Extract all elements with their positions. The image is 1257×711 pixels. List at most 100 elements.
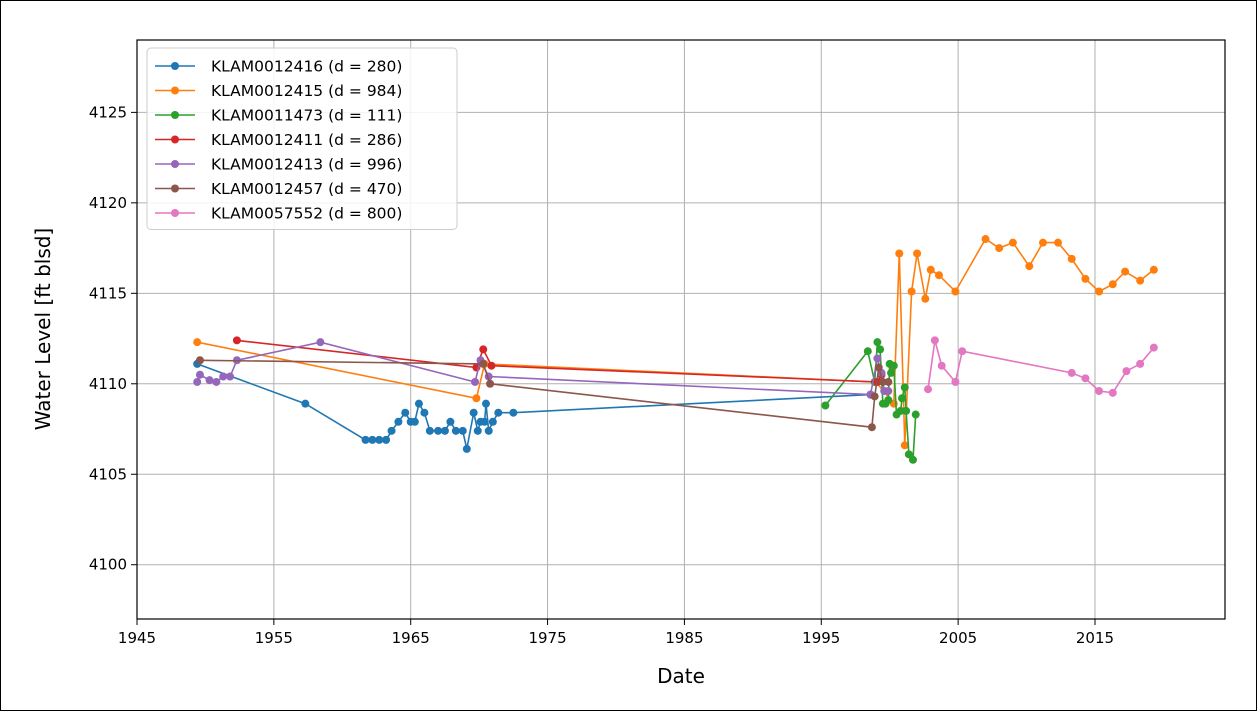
data-point xyxy=(494,408,503,417)
data-point xyxy=(887,368,896,377)
data-point xyxy=(382,435,391,444)
data-point xyxy=(1136,359,1145,368)
data-point xyxy=(481,399,490,408)
data-point xyxy=(924,385,933,394)
legend-item: KLAM0012457 (d = 470) xyxy=(155,180,402,198)
legend-marker xyxy=(171,86,179,95)
data-point xyxy=(1038,238,1047,247)
data-point xyxy=(884,396,893,405)
x-tick-label: 1955 xyxy=(255,629,293,647)
data-point xyxy=(226,372,235,381)
y-tick-label: 4115 xyxy=(89,284,127,302)
data-point xyxy=(1054,238,1063,247)
legend-marker xyxy=(171,111,179,119)
data-point xyxy=(232,336,241,345)
data-point xyxy=(873,338,882,347)
axis-ticks: 1945 1955 1965 1975 1985 1995 2005 2015 4100 4105… xyxy=(89,103,1114,647)
data-point xyxy=(195,356,204,365)
data-point xyxy=(1149,343,1158,352)
data-point xyxy=(884,387,893,396)
x-tick-label: 1945 xyxy=(118,629,156,647)
data-point xyxy=(1067,254,1076,263)
legend-label: KLAM0012457 (d = 470) xyxy=(211,180,402,198)
data-point xyxy=(484,426,493,435)
data-point xyxy=(863,347,872,356)
data-point xyxy=(1025,262,1034,271)
data-point xyxy=(394,417,403,426)
legend-label: KLAM0012416 (d = 280) xyxy=(211,58,402,76)
data-point xyxy=(440,426,449,435)
x-tick-label: 1965 xyxy=(392,629,430,647)
data-point xyxy=(446,417,455,426)
legend-item: KLAM0012413 (d = 996) xyxy=(155,156,402,174)
y-tick-label: 4110 xyxy=(89,375,127,393)
data-point xyxy=(900,383,909,392)
data-point xyxy=(410,417,419,426)
data-point xyxy=(375,435,384,444)
legend-marker xyxy=(171,160,179,168)
data-point xyxy=(1121,267,1130,276)
data-point xyxy=(1108,280,1117,289)
data-point xyxy=(908,455,917,464)
data-point xyxy=(874,363,883,372)
legend-label: KLAM0012413 (d = 996) xyxy=(211,156,402,174)
data-point xyxy=(1008,238,1017,247)
data-point xyxy=(462,444,471,453)
data-point xyxy=(414,399,423,408)
legend-box xyxy=(146,47,458,230)
y-tick-label: 4105 xyxy=(89,465,127,483)
data-point xyxy=(486,379,495,388)
x-axis-label: Date xyxy=(657,664,705,688)
data-point xyxy=(911,410,920,419)
data-point xyxy=(451,426,460,435)
legend-marker xyxy=(171,209,179,217)
y-tick-label: 4100 xyxy=(89,556,127,574)
data-point xyxy=(479,359,488,368)
data-point xyxy=(471,377,480,386)
data-point xyxy=(930,336,939,345)
y-tick-label: 4125 xyxy=(89,103,127,121)
data-point xyxy=(981,235,990,244)
data-point xyxy=(387,426,396,435)
series-1 xyxy=(193,359,875,453)
x-tick-label: 2015 xyxy=(1076,629,1114,647)
data-point xyxy=(902,406,911,415)
data-point xyxy=(469,408,478,417)
data-point xyxy=(473,426,482,435)
data-point xyxy=(1081,274,1090,283)
data-point xyxy=(434,426,443,435)
x-tick-label: 1995 xyxy=(802,629,840,647)
data-point xyxy=(361,435,370,444)
data-point xyxy=(488,417,497,426)
data-point xyxy=(212,377,221,386)
data-point xyxy=(951,287,960,296)
data-point xyxy=(316,338,325,347)
data-point xyxy=(878,377,887,386)
data-point xyxy=(867,423,876,432)
data-point xyxy=(401,408,410,417)
data-point xyxy=(873,354,882,363)
series-2 xyxy=(193,235,1158,450)
data-point xyxy=(1095,287,1104,296)
series-line xyxy=(199,359,889,429)
data-point xyxy=(896,406,905,415)
data-point xyxy=(995,244,1004,253)
legend-label: KLAM0011473 (d = 111) xyxy=(211,107,402,125)
legend-item: KLAM0012415 (d = 984) xyxy=(155,82,402,100)
legend-item: KLAM0057552 (d = 800) xyxy=(155,205,402,223)
data-point xyxy=(870,392,879,401)
data-point xyxy=(876,345,885,354)
data-point xyxy=(479,345,488,354)
data-point xyxy=(951,377,960,386)
data-point xyxy=(193,377,202,386)
data-point xyxy=(1108,388,1117,397)
legend-marker xyxy=(171,184,179,193)
x-tick-label: 1985 xyxy=(665,629,703,647)
data-point xyxy=(205,376,214,385)
data-point xyxy=(884,377,893,386)
data-point xyxy=(898,394,907,403)
data-point xyxy=(900,441,909,450)
legend-item: KLAM0011473 (d = 111) xyxy=(155,107,402,125)
series-7 xyxy=(924,336,1158,397)
